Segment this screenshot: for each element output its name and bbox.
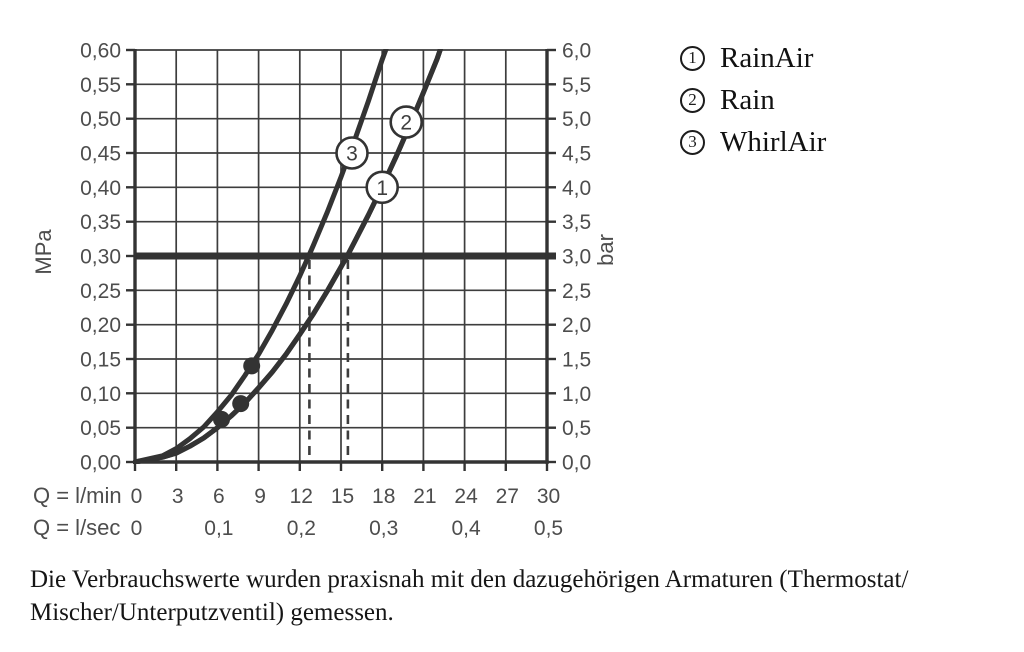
svg-text:0,5: 0,5 [534,517,563,540]
svg-text:0,35: 0,35 [80,211,121,234]
legend-item-whirlair: 3 WhirlAir [680,125,827,158]
svg-text:6: 6 [213,485,225,508]
legend-label: Rain [720,83,775,116]
svg-text:0,00: 0,00 [80,452,121,475]
svg-text:27: 27 [496,485,519,508]
curve-marker-circle-2 [389,105,424,139]
svg-text:4,5: 4,5 [562,143,591,166]
svg-text:0,3: 0,3 [369,517,398,540]
svg-text:0,50: 0,50 [80,108,121,131]
svg-text:0,0: 0,0 [562,452,591,475]
caption-line-2: Mischer/Unterputzventil) gemessen. [30,599,394,626]
svg-text:0,1: 0,1 [204,517,233,540]
svg-text:0,40: 0,40 [80,177,121,200]
svg-text:4,0: 4,0 [562,177,591,200]
svg-text:0,20: 0,20 [80,314,121,337]
svg-text:5,0: 5,0 [562,108,591,131]
curve-marker-circle-1 [365,170,400,205]
svg-text:0,55: 0,55 [80,74,121,97]
x-axis-labels: Q = l/min 0 3 6 9 12 15 18 21 24 27 30 Q = l/sec 0 0,1… [33,483,563,540]
svg-text:0,60: 0,60 [80,40,121,63]
svg-text:0,2: 0,2 [287,517,316,540]
svg-text:1,5: 1,5 [562,349,591,372]
caption: Die Verbrauchswerte wurden praxisnah mit… [30,563,990,629]
dashed-flow-marks [308,260,350,461]
measure-dots [213,357,261,428]
svg-text:2,5: 2,5 [562,280,591,303]
svg-text:18: 18 [372,485,395,508]
svg-text:0,5: 0,5 [562,417,591,440]
svg-text:0,4: 0,4 [451,517,481,540]
legend-label: RainAir [720,41,814,74]
svg-text:1: 1 [376,177,388,200]
svg-text:15: 15 [331,485,354,508]
svg-text:0: 0 [131,517,143,540]
curve-markers: 1 2 3 [335,105,424,205]
svg-text:30: 30 [537,485,560,508]
legend: 1 RainAir 2 Rain 3 WhirlAir [680,41,827,158]
svg-text:2,0: 2,0 [562,314,591,337]
y-axis-left-labels: 0,00 0,05 0,10 0,15 0,20 0,25 0,30 0,35 0,40 0,45… [31,40,121,475]
caption-line-1: Die Verbrauchswerte wurden praxisnah mit… [30,566,909,593]
curve-rain [133,49,444,464]
svg-text:9: 9 [254,485,266,508]
svg-text:3: 3 [172,485,184,508]
axis-ticks [126,48,556,471]
svg-text:21: 21 [413,485,436,508]
svg-text:2: 2 [400,112,412,135]
legend-item-rain: 2 Rain [680,83,826,116]
legend-item-rainair: 1 RainAir [680,41,826,74]
measure-dot [232,395,250,413]
svg-text:bar: bar [593,234,618,266]
svg-text:MPa: MPa [31,229,56,275]
svg-text:0,25: 0,25 [80,280,121,303]
svg-text:24: 24 [454,485,478,508]
svg-text:Q = l/min: Q = l/min [33,483,122,508]
svg-text:5,5: 5,5 [562,74,591,97]
curve-marker-circle-3 [335,136,369,170]
svg-text:0,30: 0,30 [80,246,121,269]
legend-number-circle: 2 [680,87,705,113]
svg-text:6,0: 6,0 [562,40,591,63]
svg-text:1,0: 1,0 [562,383,591,406]
svg-text:0: 0 [131,485,143,508]
svg-text:0,15: 0,15 [80,349,121,372]
svg-text:0,05: 0,05 [80,417,121,440]
measure-dot [213,410,230,428]
measure-dot [243,357,261,375]
svg-text:0,45: 0,45 [80,143,121,166]
legend-number-circle: 1 [680,45,705,71]
svg-text:0,10: 0,10 [80,383,121,406]
y-axis-right-labels: 0,0 0,5 1,0 1,5 2,0 2,5 3,0 3,5 4,0 4,5 5,0 5,5 6,0 b… [562,40,618,475]
svg-text:12: 12 [290,485,313,508]
svg-text:Q = l/sec: Q = l/sec [33,515,120,540]
legend-label: WhirlAir [720,125,827,158]
svg-text:3,0: 3,0 [562,246,591,269]
svg-text:3: 3 [346,143,358,166]
svg-text:3,5: 3,5 [562,211,591,234]
legend-number-circle: 3 [680,129,705,155]
